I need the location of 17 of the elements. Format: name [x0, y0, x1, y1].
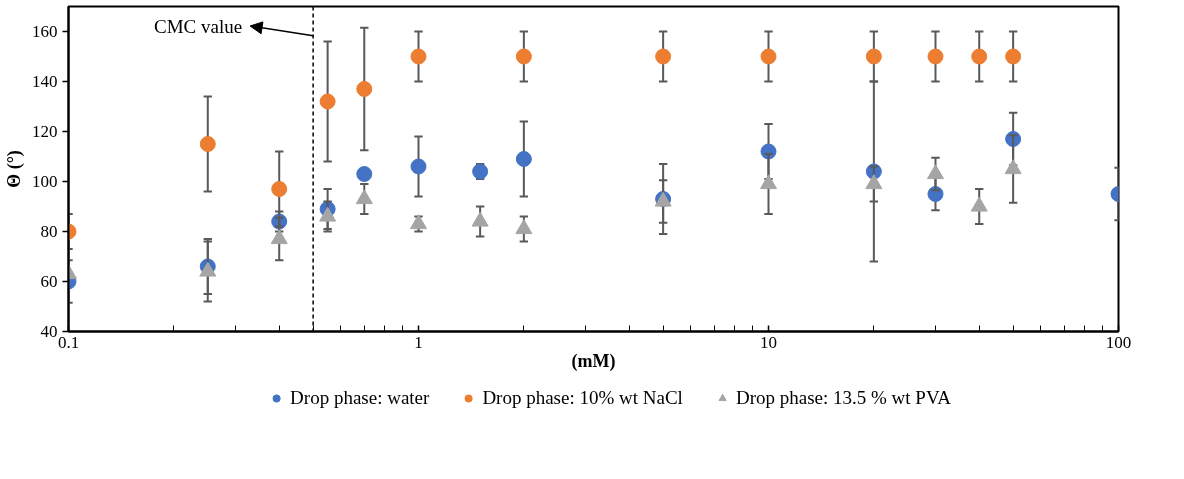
- legend-label: Drop phase: 13.5 % wt PVA: [735, 387, 951, 409]
- x-axis-title: (mM): [571, 350, 616, 372]
- y-tick-label: 80: [40, 222, 58, 241]
- y-tick-label: 160: [32, 22, 58, 41]
- x-tick-label: 100: [1105, 332, 1132, 352]
- legend-label: Drop phase: water: [290, 387, 430, 409]
- y-tick-label: 40: [40, 322, 58, 341]
- legend-label: Drop phase: 10% wt NaCl: [482, 387, 683, 409]
- y-tick-label: 120: [32, 122, 58, 141]
- ref-line-label: CMC value: [154, 15, 243, 37]
- y-axis-title: Θ (°): [4, 150, 25, 188]
- x-tick-label: 0.1: [57, 332, 80, 352]
- y-tick-label: 140: [32, 72, 58, 91]
- y-tick-label: 60: [40, 272, 58, 291]
- x-tick-label: 1: [414, 332, 423, 352]
- y-tick-label: 100: [32, 172, 58, 191]
- x-tick-label: 10: [760, 332, 777, 352]
